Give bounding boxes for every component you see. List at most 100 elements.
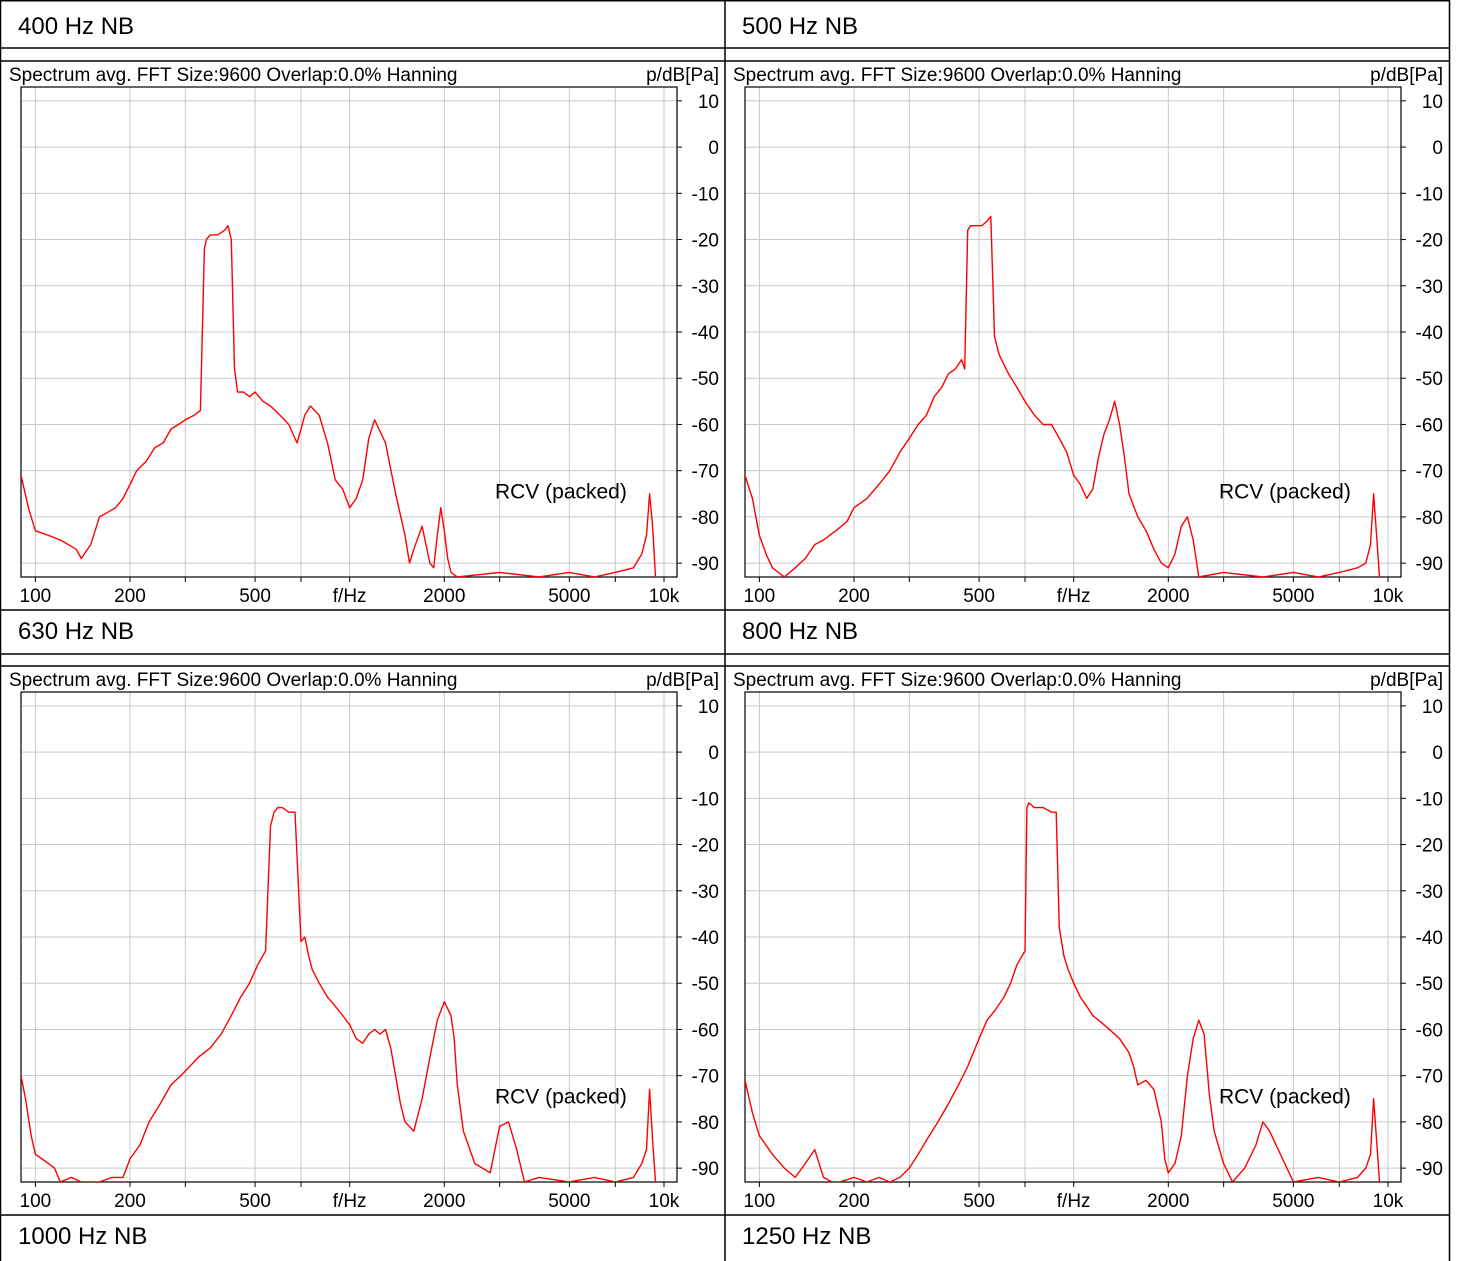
y-tick-label: -70 [692,1067,719,1088]
panel-title: 630 Hz NB [18,618,135,645]
panel-500hz: 500 Hz NB Spectrum avg. FFT Size:9600 Ov… [725,1,1449,605]
x-tick-label: 2000 [423,586,465,605]
rcv-annotation: RCV (packed) [495,480,627,503]
y-tick-label: -90 [692,1159,719,1180]
y-tick-label: -10 [1416,184,1443,205]
y-tick-label: -30 [692,882,719,903]
y-tick-label: -50 [692,369,719,390]
x-tick-label: 5000 [1272,586,1314,605]
y-tick-label: 0 [1432,743,1443,764]
y-axis-label: p/dB[Pa] [1370,670,1443,691]
x-tick-label: 5000 [548,586,590,605]
y-tick-label: -20 [1416,231,1443,252]
x-axis-label: f/Hz [333,586,367,605]
y-tick-label: -50 [1416,974,1443,995]
x-axis-label: f/Hz [1057,1191,1091,1210]
y-tick-label: -70 [692,462,719,483]
y-tick-label: 10 [698,697,719,718]
y-tick-label: -20 [1416,836,1443,857]
y-tick-label: 0 [708,138,719,159]
y-tick-label: -10 [1416,789,1443,810]
y-tick-label: -20 [692,836,719,857]
x-tick-label: 10k [649,1191,680,1210]
x-tick-label: 200 [838,586,870,605]
rcv-annotation: RCV (packed) [1219,480,1351,503]
x-tick-label: 10k [1373,586,1404,605]
y-tick-label: -70 [1416,462,1443,483]
series-line [21,806,657,1182]
panel-630hz: 630 Hz NB Spectrum avg. FFT Size:9600 Ov… [1,606,725,1210]
y-tick-label: -30 [1416,277,1443,298]
x-axis-label: f/Hz [1057,586,1091,605]
panel-800hz: 800 Hz NB Spectrum avg. FFT Size:9600 Ov… [725,606,1449,1210]
y-tick-label: -30 [1416,882,1443,903]
panel-title: 500 Hz NB [742,13,859,40]
series-line [745,802,1381,1182]
x-tick-label: 10k [1373,1191,1404,1210]
x-axis-label: f/Hz [333,1191,367,1210]
panel-title: 800 Hz NB [742,618,859,645]
spectrum-chart: Spectrum avg. FFT Size:9600 Overlap:0.0%… [725,60,1449,605]
y-tick-label: -10 [692,184,719,205]
x-tick-label: 500 [963,586,995,605]
y-tick-label: 0 [708,743,719,764]
bottom-title-1250hz: 1250 Hz NB [742,1223,872,1250]
x-tick-label: 500 [239,1191,271,1210]
chart-header: Spectrum avg. FFT Size:9600 Overlap:0.0%… [9,65,458,86]
y-tick-label: -40 [692,928,719,949]
spectrum-chart: Spectrum avg. FFT Size:9600 Overlap:0.0%… [725,665,1449,1210]
x-tick-label: 5000 [1272,1191,1314,1210]
y-axis-label: p/dB[Pa] [1370,65,1443,86]
y-tick-label: -20 [692,231,719,252]
y-tick-label: -60 [692,415,719,436]
y-tick-label: -60 [1416,415,1443,436]
x-tick-label: 2000 [1147,586,1189,605]
rcv-annotation: RCV (packed) [1219,1085,1351,1108]
chart-header: Spectrum avg. FFT Size:9600 Overlap:0.0%… [9,670,458,691]
y-tick-label: 0 [1432,138,1443,159]
bottom-title-1000hz: 1000 Hz NB [18,1223,148,1250]
x-tick-label: 2000 [423,1191,465,1210]
spectrum-chart: Spectrum avg. FFT Size:9600 Overlap:0.0%… [1,665,725,1210]
y-tick-label: 10 [1422,697,1443,718]
y-tick-label: 10 [698,92,719,113]
y-tick-label: -80 [1416,1113,1443,1134]
y-tick-label: -50 [692,974,719,995]
x-tick-label: 500 [239,586,271,605]
spectrum-chart: Spectrum avg. FFT Size:9600 Overlap:0.0%… [1,60,725,605]
x-tick-label: 5000 [548,1191,590,1210]
x-tick-label: 100 [744,1191,776,1210]
y-tick-label: -40 [1416,323,1443,344]
y-tick-label: -80 [692,508,719,529]
y-tick-label: -70 [1416,1067,1443,1088]
x-tick-label: 100 [20,1191,52,1210]
y-tick-label: -90 [1416,554,1443,575]
panel-400hz: 400 Hz NB Spectrum avg. FFT Size:9600 Ov… [1,1,725,605]
chart-header: Spectrum avg. FFT Size:9600 Overlap:0.0%… [733,65,1182,86]
y-tick-label: 10 [1422,92,1443,113]
x-tick-label: 100 [20,586,52,605]
panel-title: 400 Hz NB [18,13,135,40]
x-tick-label: 10k [649,586,680,605]
y-tick-label: -10 [692,789,719,810]
y-tick-label: -60 [1416,1020,1443,1041]
y-tick-label: -90 [692,554,719,575]
series-line [21,224,657,577]
x-tick-label: 2000 [1147,1191,1189,1210]
y-tick-label: -50 [1416,369,1443,390]
y-tick-label: -30 [692,277,719,298]
x-tick-label: 500 [963,1191,995,1210]
x-tick-label: 200 [838,1191,870,1210]
rcv-annotation: RCV (packed) [495,1085,627,1108]
y-tick-label: -40 [692,323,719,344]
y-tick-label: -40 [1416,928,1443,949]
y-tick-label: -80 [692,1113,719,1134]
y-axis-label: p/dB[Pa] [646,65,719,86]
series-line [745,215,1381,577]
chart-header: Spectrum avg. FFT Size:9600 Overlap:0.0%… [733,670,1182,691]
y-axis-label: p/dB[Pa] [646,670,719,691]
y-tick-label: -60 [692,1020,719,1041]
x-tick-label: 100 [744,586,776,605]
x-tick-label: 200 [114,1191,146,1210]
